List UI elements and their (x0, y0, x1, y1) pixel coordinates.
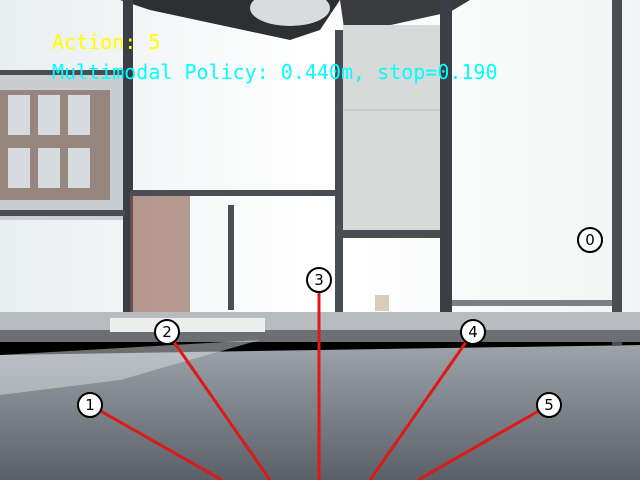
window-column-right (440, 0, 452, 330)
trajectory-line-5 (417, 403, 550, 480)
action-marker-5: 5 (536, 392, 562, 418)
window-column-left (123, 0, 133, 330)
trajectory-line-4 (368, 331, 475, 480)
action-marker-4: 4 (460, 319, 486, 345)
action-marker-0: 0 (577, 227, 603, 253)
action-marker-2: 2 (154, 319, 180, 345)
window-column-far (612, 0, 622, 345)
action-readout: Action: 5 (52, 30, 161, 54)
brick-outside (130, 195, 190, 315)
action-marker-1: 1 (77, 392, 103, 418)
trajectory-line-2 (165, 331, 272, 480)
trajectory-lines (89, 280, 550, 480)
policy-readout: Multimodal Policy: 0.440m, stop=0.190 (52, 60, 498, 84)
small-box (375, 295, 389, 311)
window-blind (343, 25, 440, 230)
window-column-mid (335, 30, 343, 320)
trajectory-line-1 (89, 403, 223, 480)
action-marker-3: 3 (306, 267, 332, 293)
ceiling-light (250, 0, 330, 26)
